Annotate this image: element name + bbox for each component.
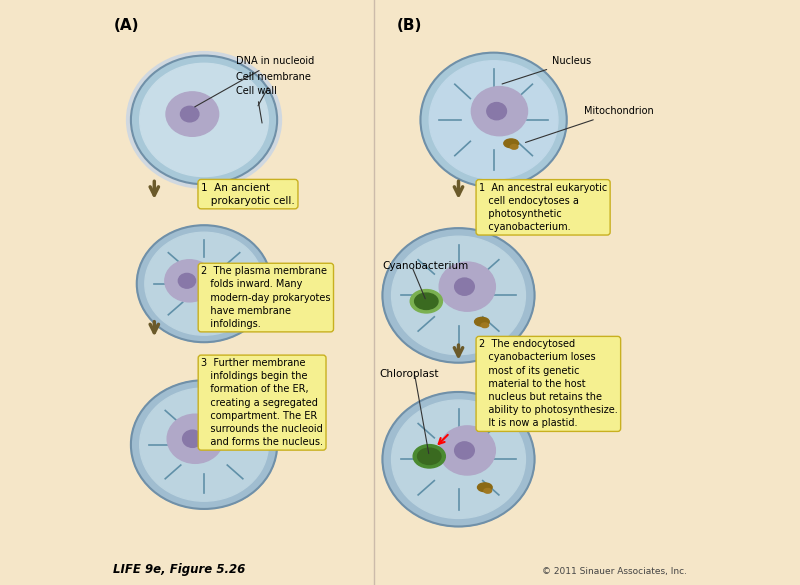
Ellipse shape bbox=[474, 317, 490, 326]
Ellipse shape bbox=[382, 392, 534, 526]
Text: 1  An ancient
   prokaryotic cell.: 1 An ancient prokaryotic cell. bbox=[201, 183, 295, 206]
Ellipse shape bbox=[131, 380, 277, 509]
Ellipse shape bbox=[137, 225, 271, 342]
Ellipse shape bbox=[165, 260, 214, 302]
Ellipse shape bbox=[510, 144, 518, 149]
Text: (A): (A) bbox=[114, 18, 139, 33]
Ellipse shape bbox=[167, 414, 223, 463]
Ellipse shape bbox=[487, 102, 506, 120]
Ellipse shape bbox=[471, 87, 527, 136]
Ellipse shape bbox=[413, 445, 446, 468]
Ellipse shape bbox=[430, 61, 558, 179]
Ellipse shape bbox=[421, 53, 566, 187]
Ellipse shape bbox=[181, 106, 199, 122]
Text: LIFE 9e, Figure 5.26: LIFE 9e, Figure 5.26 bbox=[114, 563, 246, 576]
Text: © 2011 Sinauer Associates, Inc.: © 2011 Sinauer Associates, Inc. bbox=[542, 567, 686, 576]
Text: (B): (B) bbox=[397, 18, 422, 33]
Ellipse shape bbox=[166, 92, 218, 136]
Text: Nucleus: Nucleus bbox=[502, 56, 591, 84]
Ellipse shape bbox=[454, 442, 474, 459]
Ellipse shape bbox=[484, 488, 491, 493]
Ellipse shape bbox=[382, 228, 534, 363]
Ellipse shape bbox=[439, 426, 495, 475]
Text: 1  An ancestral eukaryotic
   cell endocytoses a
   photosynthetic
   cyanobacte: 1 An ancestral eukaryotic cell endocytos… bbox=[479, 183, 607, 232]
Ellipse shape bbox=[131, 56, 277, 184]
Ellipse shape bbox=[410, 290, 442, 313]
Ellipse shape bbox=[145, 232, 263, 335]
Text: DNA in nucleoid: DNA in nucleoid bbox=[194, 56, 314, 107]
Ellipse shape bbox=[178, 273, 195, 288]
Ellipse shape bbox=[391, 236, 526, 355]
Ellipse shape bbox=[454, 278, 474, 295]
Text: 2  The plasma membrane
   folds inward. Many
   modern-day prokaryotes
   have m: 2 The plasma membrane folds inward. Many… bbox=[201, 266, 330, 329]
Text: Mitochondrion: Mitochondrion bbox=[526, 106, 654, 142]
Ellipse shape bbox=[481, 323, 489, 328]
Ellipse shape bbox=[418, 448, 441, 464]
Ellipse shape bbox=[504, 139, 518, 147]
Ellipse shape bbox=[182, 430, 202, 448]
Text: Cyanobacterium: Cyanobacterium bbox=[382, 261, 469, 271]
Ellipse shape bbox=[414, 293, 438, 309]
Ellipse shape bbox=[439, 262, 495, 311]
Text: Cell membrane: Cell membrane bbox=[236, 72, 311, 106]
Text: 3  Further membrane
   infoldings begin the
   formation of the ER,
   creating : 3 Further membrane infoldings begin the … bbox=[201, 358, 323, 447]
Ellipse shape bbox=[140, 388, 268, 501]
Text: Cell wall: Cell wall bbox=[236, 86, 277, 123]
Text: Chloroplast: Chloroplast bbox=[379, 369, 439, 380]
Ellipse shape bbox=[478, 483, 492, 491]
Ellipse shape bbox=[391, 400, 526, 518]
Text: 2  The endocytosed
   cyanobacterium loses
   most of its genetic
   material to: 2 The endocytosed cyanobacterium loses m… bbox=[479, 339, 618, 428]
Ellipse shape bbox=[140, 63, 268, 177]
